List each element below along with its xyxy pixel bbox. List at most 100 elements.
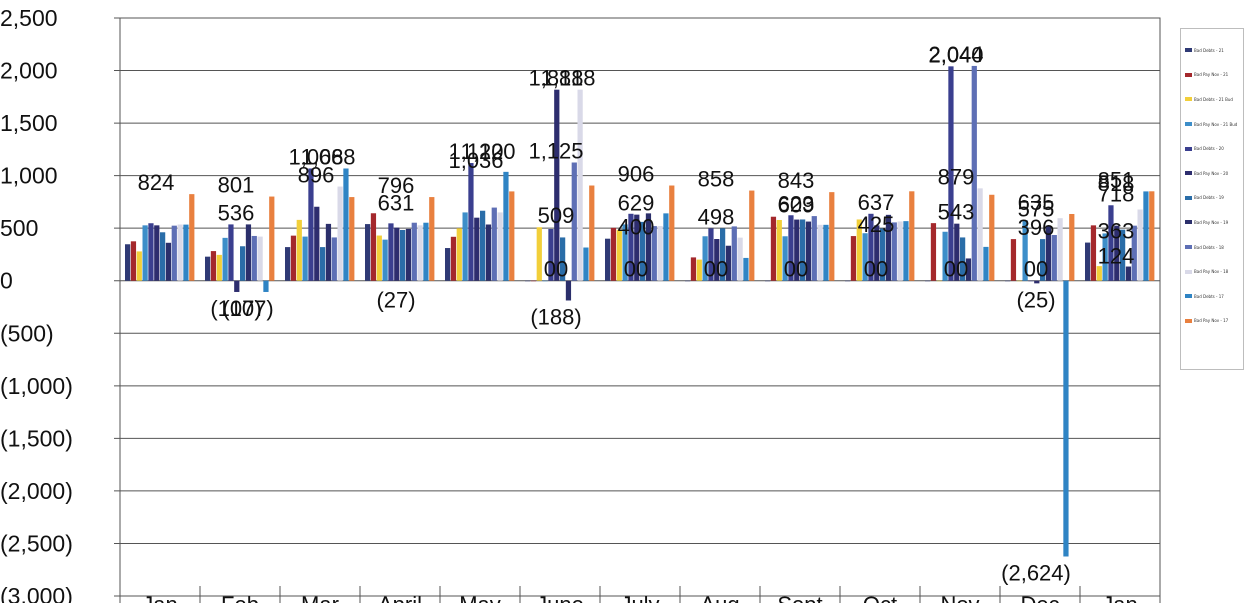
bar [782, 236, 788, 281]
legend-swatch [1185, 269, 1192, 274]
bar [388, 223, 394, 281]
bar [503, 171, 509, 281]
bar [1108, 205, 1114, 281]
bar [794, 219, 800, 281]
data-label: 363 [1098, 219, 1135, 244]
bar [525, 280, 531, 282]
bar [885, 214, 892, 281]
bar [856, 219, 862, 281]
bar [805, 221, 812, 281]
bar [714, 239, 720, 281]
legend-swatch [1185, 245, 1192, 250]
data-label: 1,125 [528, 139, 583, 164]
legend-label: Bad Pay Nov - 20 [1194, 170, 1229, 176]
data-label: 00 [1024, 257, 1048, 282]
bar [663, 213, 669, 281]
bar [743, 257, 749, 281]
legend-swatch [1185, 146, 1192, 151]
data-label: 498 [698, 204, 735, 229]
bar [708, 228, 714, 281]
bar [749, 190, 755, 281]
bar [1040, 239, 1046, 281]
data-label: 896 [298, 163, 335, 188]
bar [685, 280, 691, 282]
bar [874, 225, 880, 281]
bar [269, 196, 275, 281]
bar [965, 258, 972, 281]
y-tick-label: (1,500) [0, 425, 73, 451]
y-tick-label: 2,000 [0, 58, 58, 84]
y-tick-label: 0 [0, 268, 13, 294]
y-tick-label: 1,500 [0, 110, 58, 136]
bar [331, 237, 337, 281]
bar [1131, 225, 1137, 281]
legend-swatch [1185, 195, 1192, 200]
legend-label: Bad Debts - 20 [1194, 146, 1224, 152]
bar [429, 197, 435, 281]
y-tick-label: (2,000) [0, 478, 73, 504]
bar [290, 235, 297, 281]
legend-label: Bad Debts - 21 Bud [1194, 96, 1233, 102]
bar [468, 163, 474, 281]
data-label: 801 [218, 173, 255, 198]
legend-swatch [1185, 220, 1192, 225]
bar [829, 192, 835, 281]
legend-label: Bad Debts - 21 [1194, 47, 1224, 53]
data-label: 851 [1098, 167, 1135, 192]
legend-swatch [1185, 318, 1192, 323]
y-tick-label: 2,500 [0, 5, 58, 31]
bar [411, 222, 417, 281]
bar [823, 224, 829, 281]
data-label: 396 [1018, 215, 1055, 240]
legend-label: Bad Debts - 17 [1194, 293, 1224, 299]
bar [450, 236, 457, 281]
bar [725, 245, 732, 281]
bar [142, 225, 148, 281]
x-tick-label: Jan [142, 592, 177, 603]
bar [491, 207, 497, 281]
legend-item: Bad Debts - 18 [1185, 235, 1241, 260]
data-label: (188) [530, 304, 581, 329]
legend: Bad Debts - 21 Bad Pay Nov - 21 Bad Debts … [1180, 28, 1244, 370]
data-label: 1,036 [448, 148, 503, 173]
bar [788, 215, 794, 281]
legend-item: Bad Pay Nov - 21 [1185, 63, 1241, 88]
data-label: 425 [858, 212, 895, 237]
plot-frame [119, 17, 1161, 597]
legend-swatch [1185, 48, 1192, 53]
bar [462, 212, 468, 281]
bar [376, 235, 382, 281]
x-tick-label: Dec [1020, 592, 1059, 603]
bar [610, 227, 617, 281]
bar [365, 224, 371, 281]
bar [1090, 225, 1097, 281]
legend-label: Bad Pay Nov - 17 [1194, 318, 1229, 324]
data-label: (2,624) [1001, 560, 1071, 585]
data-label: 824 [138, 170, 175, 195]
bar [817, 224, 823, 281]
x-tick-label: July [620, 592, 659, 603]
data-label: 00 [624, 257, 648, 282]
data-label: 609 [778, 193, 815, 218]
bar [320, 247, 326, 281]
data-label: 623 [778, 191, 815, 216]
data-label: 00 [944, 257, 968, 282]
bar [251, 235, 257, 281]
bar [583, 247, 589, 281]
bar [285, 247, 291, 281]
bar [474, 217, 480, 281]
bar [696, 259, 702, 281]
legend-item: Bad Pay Nov - 20 [1185, 161, 1241, 186]
bar [1028, 280, 1034, 282]
bar [405, 228, 412, 281]
data-label: 2,044 [928, 42, 983, 67]
data-label: 796 [378, 173, 415, 198]
legend-swatch [1185, 171, 1192, 176]
legend-swatch [1185, 294, 1192, 299]
y-tick-label: 500 [0, 215, 38, 241]
y-tick-label: (500) [0, 320, 54, 346]
data-label: 00 [784, 257, 808, 282]
bar [308, 168, 314, 281]
bar [930, 223, 937, 281]
bar [657, 226, 663, 281]
